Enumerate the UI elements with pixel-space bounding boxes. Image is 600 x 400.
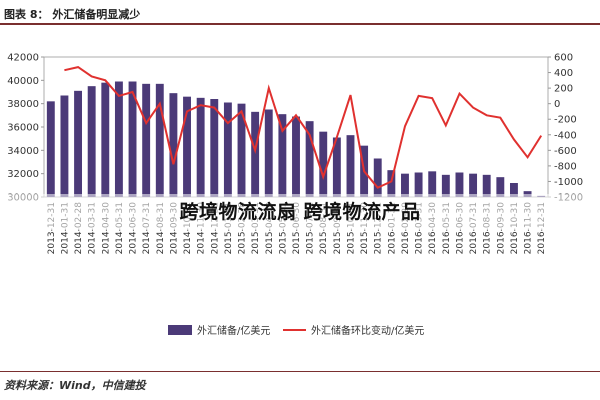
bar xyxy=(101,82,110,197)
bar xyxy=(482,174,491,197)
legend-swatch-bar xyxy=(168,325,192,335)
bar xyxy=(74,90,83,197)
left-axis-tick-label: 36000 xyxy=(7,123,39,134)
bar xyxy=(414,172,423,197)
bar xyxy=(319,131,328,197)
bar xyxy=(114,81,123,197)
bar xyxy=(196,97,205,197)
bar xyxy=(251,111,260,197)
bar xyxy=(496,177,505,197)
bar xyxy=(401,173,409,197)
left-axis-tick-label: 34000 xyxy=(7,146,39,157)
bar xyxy=(469,173,478,197)
left-axis-tick-label: 38000 xyxy=(7,99,39,110)
caption-rule xyxy=(0,23,600,25)
legend-label-line: 外汇储备环比变动/亿美元 xyxy=(311,324,424,337)
right-axis-tick-label: 0 xyxy=(554,99,560,110)
right-axis-tick-label: 400 xyxy=(554,68,573,79)
bar xyxy=(264,109,273,197)
bar xyxy=(128,81,137,197)
bar xyxy=(305,121,314,197)
right-axis-tick-label: 200 xyxy=(554,84,573,95)
bar xyxy=(60,95,69,197)
bar xyxy=(183,96,191,197)
left-axis-tick-label: 32000 xyxy=(7,169,39,180)
bar xyxy=(278,114,287,197)
right-axis-tick-label: 600 xyxy=(554,53,573,64)
bar xyxy=(87,86,96,197)
bar xyxy=(155,83,164,197)
bar xyxy=(509,183,518,197)
legend-label-bar: 外汇储备/亿美元 xyxy=(197,324,270,337)
source-note: 资料来源：Wind，中信建投 xyxy=(4,379,146,392)
right-axis-tick-label: -200 xyxy=(554,115,577,126)
bar xyxy=(142,83,151,197)
bar xyxy=(387,170,396,197)
bar xyxy=(210,99,219,197)
bar xyxy=(373,158,382,197)
figure-caption: 图表 8： 外汇储备明显减少 xyxy=(4,8,141,21)
right-axis-tick-label: -600 xyxy=(554,146,577,157)
left-axis-tick-label: 40000 xyxy=(7,76,39,87)
bar xyxy=(169,93,178,197)
bar xyxy=(441,174,450,197)
right-axis-tick-label: -400 xyxy=(554,130,577,141)
bar xyxy=(223,102,232,197)
right-axis-tick-label: -800 xyxy=(554,161,577,172)
bar xyxy=(237,103,246,197)
bar xyxy=(46,101,55,197)
bar xyxy=(332,137,341,197)
bar xyxy=(346,135,355,197)
watermark-overlay-text: 跨境物流流扇 跨境物流产品 xyxy=(0,194,600,230)
bar xyxy=(428,171,437,197)
right-axis-tick-label: -1000 xyxy=(554,177,583,188)
bar xyxy=(455,172,464,197)
left-axis-tick-label: 42000 xyxy=(7,53,39,64)
bar xyxy=(292,116,300,197)
bottom-rule xyxy=(0,371,600,372)
line-series-path xyxy=(64,66,543,189)
